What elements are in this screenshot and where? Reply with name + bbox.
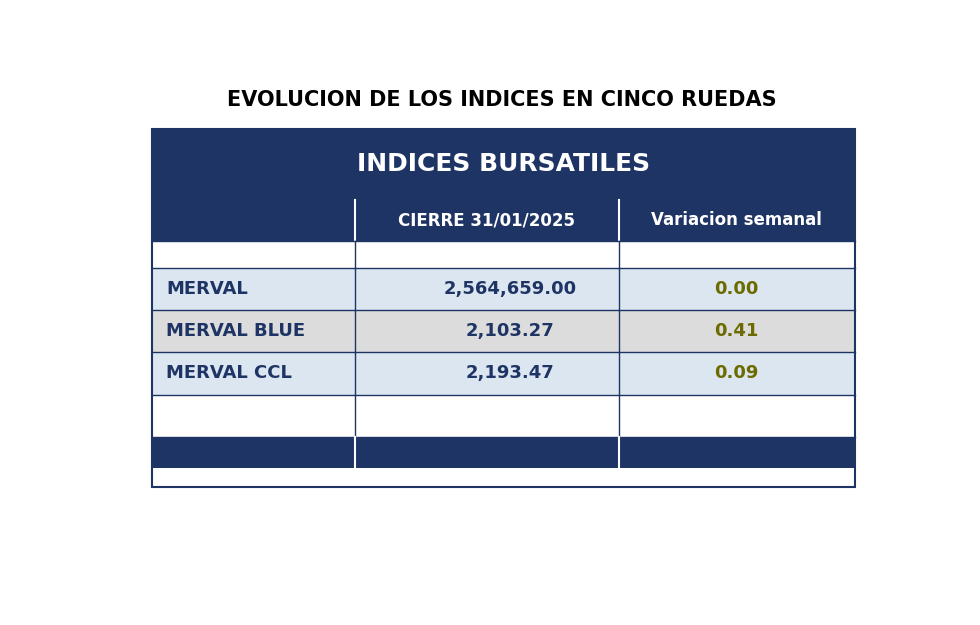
Text: 2,103.27: 2,103.27 bbox=[466, 322, 555, 340]
Bar bbox=[152, 129, 855, 200]
Bar bbox=[152, 437, 855, 468]
Text: 2,193.47: 2,193.47 bbox=[466, 364, 555, 382]
Bar bbox=[152, 241, 355, 268]
Bar bbox=[618, 352, 855, 394]
Bar bbox=[152, 394, 355, 437]
Text: 2,564,659.00: 2,564,659.00 bbox=[443, 279, 576, 298]
Bar bbox=[355, 352, 618, 394]
Text: EVOLUCION DE LOS INDICES EN CINCO RUEDAS: EVOLUCION DE LOS INDICES EN CINCO RUEDAS bbox=[227, 89, 777, 109]
Text: MERVAL CCL: MERVAL CCL bbox=[166, 364, 292, 382]
Bar bbox=[355, 394, 618, 437]
Bar bbox=[618, 310, 855, 352]
Bar bbox=[618, 394, 855, 437]
Bar bbox=[355, 310, 618, 352]
Bar bbox=[618, 268, 855, 310]
Bar bbox=[618, 241, 855, 268]
Bar bbox=[152, 468, 855, 487]
Text: 0.09: 0.09 bbox=[714, 364, 759, 382]
Text: Variacion semanal: Variacion semanal bbox=[652, 211, 822, 229]
Text: MERVAL: MERVAL bbox=[166, 279, 248, 298]
Bar bbox=[152, 129, 855, 487]
Text: 0.41: 0.41 bbox=[714, 322, 759, 340]
Bar bbox=[152, 268, 355, 310]
Bar bbox=[355, 268, 618, 310]
Text: CIERRE 31/01/2025: CIERRE 31/01/2025 bbox=[398, 211, 575, 229]
Text: 0.00: 0.00 bbox=[714, 279, 759, 298]
Bar bbox=[152, 200, 855, 241]
Bar bbox=[152, 352, 355, 394]
Text: INDICES BURSATILES: INDICES BURSATILES bbox=[357, 152, 650, 176]
Bar bbox=[152, 310, 355, 352]
Bar bbox=[355, 241, 618, 268]
Text: MERVAL BLUE: MERVAL BLUE bbox=[166, 322, 305, 340]
